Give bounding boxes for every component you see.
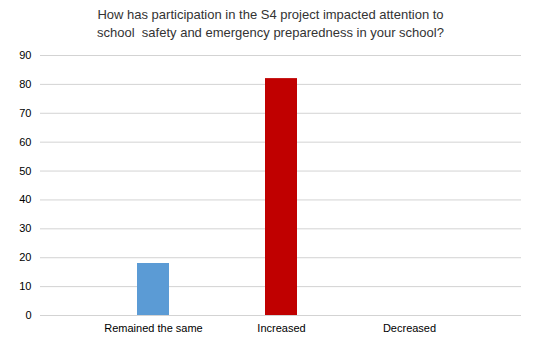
svg-text:20: 20 xyxy=(19,251,31,263)
html-text:How has participation in the S: How has participation in the S4 project … xyxy=(97,7,444,40)
svg-text:40: 40 xyxy=(19,194,31,206)
svg-text:Decreased: Decreased xyxy=(383,322,436,334)
svg-text:30: 30 xyxy=(19,222,31,234)
svg-text:0: 0 xyxy=(25,309,31,321)
svg-text:80: 80 xyxy=(19,78,31,90)
svg-text:70: 70 xyxy=(19,107,31,119)
svg-text:60: 60 xyxy=(19,136,31,148)
svg-text:90: 90 xyxy=(19,49,31,61)
svg-text:50: 50 xyxy=(19,165,31,177)
svg-text:Remained the same: Remained the same xyxy=(104,322,202,334)
svg-text:10: 10 xyxy=(19,280,31,292)
svg-text:Increased: Increased xyxy=(257,322,305,334)
